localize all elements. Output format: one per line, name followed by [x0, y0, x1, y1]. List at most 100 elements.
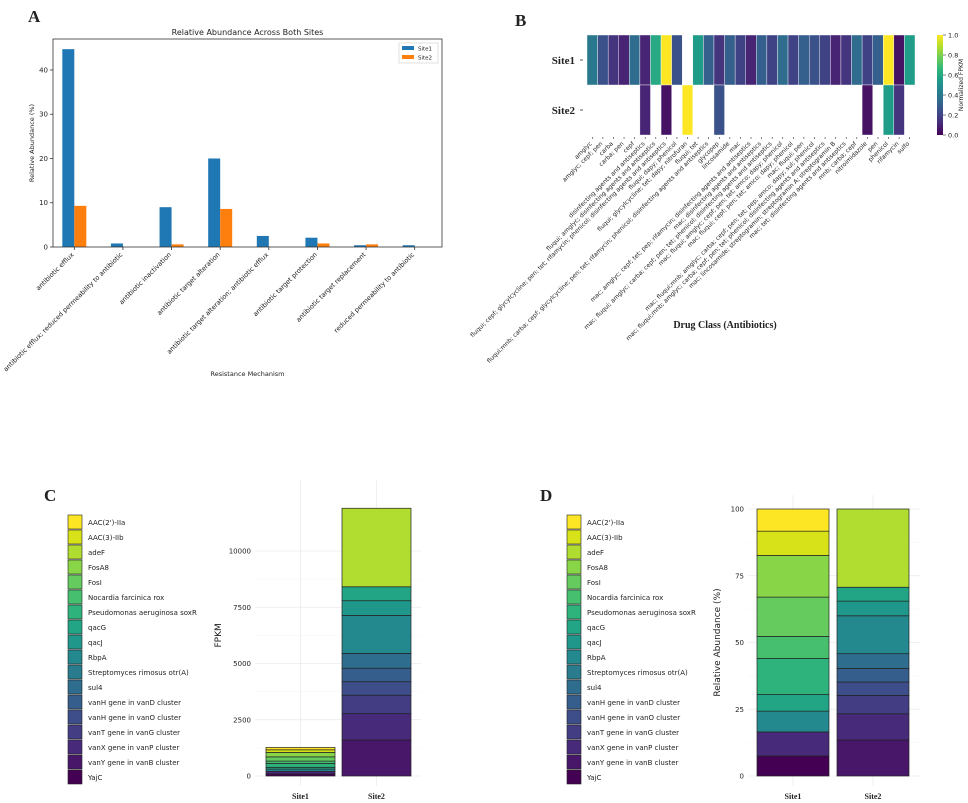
legend-swatch [566, 694, 582, 710]
legend-label: AAC(2')-IIa [587, 519, 624, 527]
stacked-bar-segment [341, 713, 412, 741]
legend-label: Pseudomonas aeruginosa soxR [88, 609, 197, 617]
legend-label: vanH gene in vanD cluster [88, 699, 181, 707]
heatmap-cell [808, 34, 820, 86]
x-axis-label: Drug Class (Antibiotics) [673, 320, 776, 331]
legend-swatch [566, 724, 582, 740]
chart-title: Relative Abundance Across Both Sites [172, 28, 324, 37]
bar-site2 [366, 244, 379, 247]
heatmap-cell [713, 84, 725, 136]
heatmap-cell [893, 84, 905, 136]
stacked-bar-segment [341, 681, 412, 696]
stacked-bar-segment [836, 508, 910, 588]
heatmap-cell [883, 84, 895, 136]
legend-label: Nocardia farcinica rox [587, 594, 663, 602]
heatmap-cell [861, 84, 873, 136]
y-tick-label: 100 [731, 506, 744, 514]
stacked-bar-segment [756, 596, 830, 637]
legend-swatch [566, 754, 582, 770]
stacked-bar-segment [341, 614, 412, 654]
stacked-bar-segment [836, 615, 910, 655]
legend-label: FosA8 [587, 564, 608, 572]
heatmap-cell [766, 34, 778, 86]
legend-swatch [67, 679, 83, 695]
colorbar [937, 35, 943, 135]
chart-c-stacked-fpkm: AAC(2')-IIa AAC(3)-IIb adeF FosA8 FosI Nocard… [67, 480, 421, 801]
legend-swatch [67, 754, 83, 770]
legend-swatch [566, 544, 582, 560]
heatmap-cell [798, 34, 810, 86]
legend-label: qacG [587, 624, 605, 632]
bar-site2 [171, 244, 184, 247]
panel-label-b: B [515, 11, 526, 30]
stacked-bar-segment [265, 749, 336, 753]
stacked-bar-segment [836, 713, 910, 741]
panel-label-a: A [28, 7, 41, 26]
row-label-site2: Site2 [552, 105, 576, 117]
legend: Site1 Site2 [398, 42, 439, 64]
stacked-bar-segment [341, 653, 412, 669]
x-tick-label: Site1 [785, 792, 802, 801]
legend-swatch-site1 [402, 46, 414, 50]
stacked-bar-segment [756, 530, 830, 556]
legend-swatch [566, 664, 582, 680]
legend-label: Pseudomonas aeruginosa soxR [587, 609, 696, 617]
heatmap-cell [724, 34, 736, 86]
y-tick-label: 20 [39, 155, 48, 163]
legend-label: sul4 [88, 684, 103, 692]
bar-site1 [110, 243, 123, 247]
legend-swatch [67, 514, 83, 530]
colorbar-tick-label: 0.4 [948, 92, 958, 100]
legend-swatch [67, 604, 83, 620]
y-axis-label: FPKM [214, 623, 224, 647]
stacked-bar-segment [265, 763, 336, 768]
legend-label: sul4 [587, 684, 602, 692]
legend-swatch [67, 709, 83, 725]
legend-swatch [67, 739, 83, 755]
bar-site1 [62, 49, 75, 247]
heatmap-cell [872, 34, 884, 86]
heatmap-cell [618, 34, 630, 86]
legend-label: FosI [88, 579, 102, 587]
stacked-bar-segment [265, 752, 336, 758]
colorbar-tick-label: 1.0 [948, 32, 958, 40]
y-axis-label: Relative Abundance (%) [28, 104, 36, 182]
y-tick-label: 5000 [233, 660, 251, 668]
bar-site1 [256, 235, 269, 247]
heatmap-cell [893, 34, 905, 86]
heatmap-cell [639, 34, 651, 86]
stacked-bar-segment [836, 739, 910, 777]
y-tick-label: 10000 [229, 548, 251, 556]
colorbar-tick-label: 0.8 [948, 52, 958, 60]
legend-swatch [566, 604, 582, 620]
stacked-bar-segment [265, 756, 336, 762]
legend-swatch [566, 634, 582, 650]
legend-swatch [566, 739, 582, 755]
legend-label: Site1 [418, 47, 432, 53]
legend-label: vanY gene in vanB cluster [587, 759, 679, 767]
y-axis-label: Relative Abundance (%) [713, 588, 723, 696]
legend-swatch [67, 544, 83, 560]
legend-swatch [566, 514, 582, 530]
legend-swatch-site2 [402, 55, 414, 59]
x-tick-label: sulfo [896, 140, 911, 155]
legend-swatch [67, 634, 83, 650]
heatmap-cell [777, 34, 789, 86]
legend-label: YajC [87, 774, 103, 782]
legend-swatch [566, 589, 582, 605]
heatmap-cell [830, 34, 842, 86]
legend-label: vanH gene in vanD cluster [587, 699, 680, 707]
heatmap-cell [713, 34, 725, 86]
heatmap-cell [586, 34, 598, 86]
legend-swatch [67, 664, 83, 680]
y-tick-label: 0 [44, 244, 48, 252]
plot-frame [52, 38, 443, 248]
stacked-bar-segment [756, 755, 830, 777]
legend-swatch [67, 529, 83, 545]
x-axis-label: Resistance Mechanism [210, 370, 284, 378]
legend-label: AAC(2')-IIa [88, 519, 125, 527]
legend-swatch [67, 724, 83, 740]
stacked-bar-segment [836, 681, 910, 696]
